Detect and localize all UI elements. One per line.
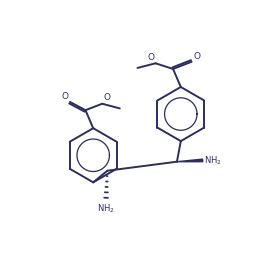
Text: O: O — [193, 52, 200, 61]
Text: O: O — [147, 53, 154, 62]
Text: O: O — [61, 92, 68, 101]
Text: NH$_2$: NH$_2$ — [204, 154, 222, 167]
Text: O: O — [104, 93, 111, 102]
Text: NH$_2$: NH$_2$ — [97, 202, 115, 215]
Polygon shape — [177, 159, 203, 162]
